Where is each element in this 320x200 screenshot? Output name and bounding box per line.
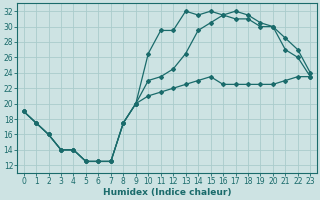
- X-axis label: Humidex (Indice chaleur): Humidex (Indice chaleur): [103, 188, 231, 197]
